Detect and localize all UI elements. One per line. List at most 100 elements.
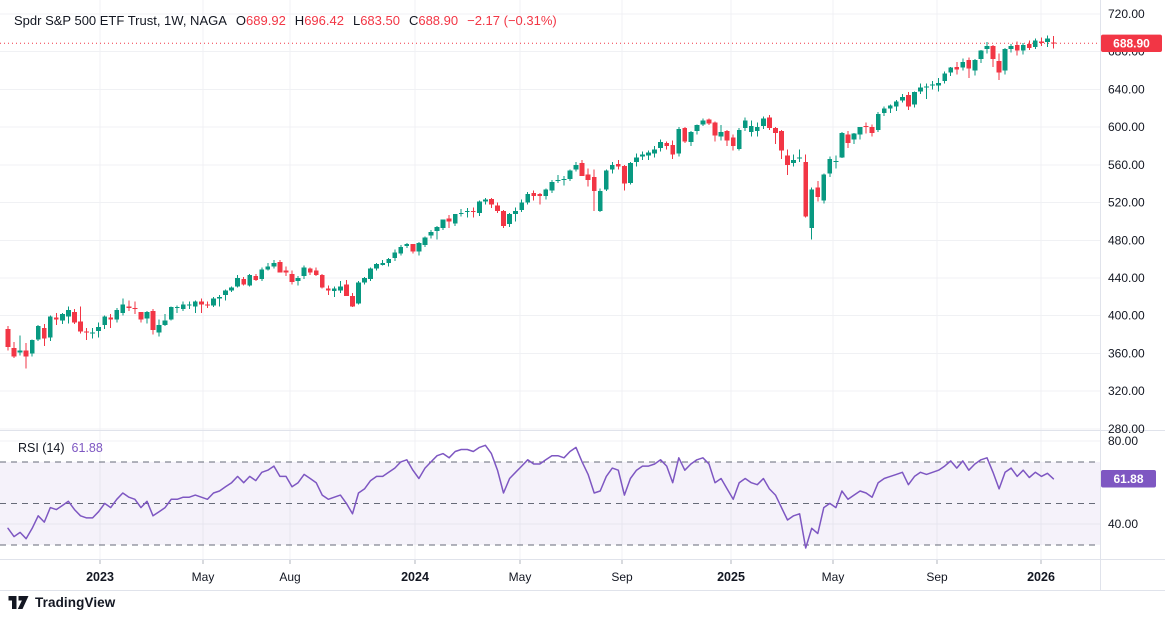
candle-body [23, 350, 29, 357]
svg-text:400.00: 400.00 [1108, 309, 1145, 323]
candle-body [785, 155, 790, 165]
candle-body [241, 278, 247, 285]
candle-body [5, 328, 11, 347]
candle-body [1002, 48, 1008, 71]
ohlc-close: C688.90 [409, 13, 458, 28]
candle-body [525, 194, 531, 203]
candle-body [869, 127, 875, 133]
rsi-pane[interactable] [0, 431, 1100, 559]
price-pane[interactable] [0, 0, 1100, 430]
candle-body [126, 306, 132, 309]
candle-body [1032, 40, 1038, 47]
chart-svg[interactable]: 720.00680.00640.00600.00560.00520.00480.… [0, 0, 1165, 591]
candle-body [168, 307, 174, 320]
candle-body [482, 199, 488, 202]
candle-body [325, 288, 331, 291]
candle-body [1044, 38, 1050, 43]
candle-body [809, 189, 815, 229]
candle-body [742, 120, 748, 129]
candle-body [767, 117, 772, 129]
candle-body [640, 154, 645, 157]
candle-body [736, 129, 742, 149]
candle-body [797, 157, 803, 159]
high-label: H [294, 13, 305, 28]
svg-text:Sep: Sep [926, 570, 948, 584]
candle-body [585, 174, 591, 180]
candle-body [996, 61, 1002, 73]
candle-body [791, 160, 796, 163]
candle-body [555, 179, 561, 181]
candle-body [84, 331, 89, 333]
candle-body [591, 177, 597, 192]
candle-body [543, 189, 549, 196]
candle-body [658, 142, 664, 148]
time-axis-labels: 2023 May Aug 2024 May Sep 2025 May Sep 2026 [86, 560, 1055, 584]
candle-body [815, 187, 821, 197]
svg-text:720.00: 720.00 [1108, 7, 1145, 21]
candle-body [223, 290, 228, 295]
candle-body [1038, 41, 1044, 44]
candle-body [573, 164, 579, 170]
candle-body [217, 296, 222, 299]
rsi-value-badge: 61.88 [1101, 470, 1156, 488]
svg-text:May: May [822, 570, 845, 584]
candle-body [827, 159, 833, 174]
candle-body [875, 113, 881, 130]
last-price-badge: 688.90 [1101, 34, 1162, 52]
candle-body [597, 191, 603, 212]
candle-body [724, 130, 730, 141]
rsi-indicator-legend[interactable]: RSI (14) 61.88 [18, 440, 103, 456]
candle-body [1008, 46, 1014, 49]
candle-body [319, 275, 325, 288]
candle-body [344, 284, 349, 296]
candle-body [229, 287, 234, 291]
svg-text:May: May [509, 570, 532, 584]
candle-body [66, 310, 71, 317]
candle-body [398, 246, 404, 254]
candle-body [899, 96, 905, 101]
rsi-value: 61.88 [71, 441, 103, 455]
candle-body [186, 304, 192, 306]
candle-body [72, 311, 77, 323]
candle-body [579, 162, 585, 177]
candle-body [108, 317, 114, 320]
candle-body [942, 73, 948, 81]
price-axis-scale[interactable] [1100, 0, 1165, 590]
open-label: O [235, 13, 247, 28]
candle-body [1014, 45, 1020, 51]
candle-body [180, 304, 186, 310]
candle-body [495, 205, 500, 212]
candle-body [688, 131, 694, 143]
candle-body [621, 165, 627, 184]
candle-body [446, 218, 452, 222]
candle-body [779, 130, 784, 151]
rsi-label[interactable]: RSI (14) [18, 441, 65, 455]
symbol-title[interactable]: Spdr S&P 500 ETF Trust, 1W, NAGA [14, 13, 227, 28]
tradingview-logo[interactable]: TradingView [8, 595, 115, 610]
candle-body [712, 122, 718, 136]
candle-body [192, 301, 198, 307]
svg-text:2026: 2026 [1027, 570, 1055, 584]
svg-text:360.00: 360.00 [1108, 346, 1145, 360]
svg-text:440.00: 440.00 [1108, 271, 1145, 285]
symbol-legend[interactable]: Spdr S&P 500 ETF Trust, 1W, NAGA O689.92 H… [14, 12, 557, 30]
candle-body [114, 310, 120, 320]
candle-body [350, 295, 355, 307]
svg-text:640.00: 640.00 [1108, 82, 1145, 96]
time-axis-scale[interactable] [0, 559, 1100, 590]
candle-body [845, 134, 851, 144]
candle-body [368, 268, 373, 279]
candle-body [253, 276, 259, 280]
candle-body [984, 46, 990, 49]
candle-body [78, 321, 83, 332]
candle-body [628, 162, 633, 183]
candle-body [11, 347, 17, 357]
candle-body [102, 316, 108, 326]
candle-body [440, 219, 446, 229]
candle-body [301, 267, 307, 277]
svg-text:280.00: 280.00 [1108, 422, 1145, 436]
candle-body [706, 119, 712, 124]
candle-body [96, 327, 102, 331]
candle-body [362, 277, 367, 283]
candle-body [29, 340, 35, 354]
